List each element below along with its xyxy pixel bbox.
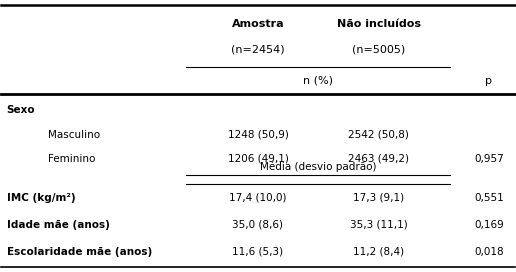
Text: 0,169: 0,169 xyxy=(474,220,504,230)
Text: 11,2 (8,4): 11,2 (8,4) xyxy=(353,247,404,257)
Text: 0,018: 0,018 xyxy=(474,247,504,257)
Text: IMC (kg/m²): IMC (kg/m²) xyxy=(7,193,75,203)
Text: p: p xyxy=(486,76,492,86)
Text: 0,957: 0,957 xyxy=(474,154,504,164)
Text: Feminino: Feminino xyxy=(47,154,95,164)
Text: (n=5005): (n=5005) xyxy=(352,45,405,55)
Text: 35,0 (8,6): 35,0 (8,6) xyxy=(233,220,283,230)
Text: 35,3 (11,1): 35,3 (11,1) xyxy=(350,220,408,230)
Text: Não incluídos: Não incluídos xyxy=(336,19,421,29)
Text: Escolaridade mãe (anos): Escolaridade mãe (anos) xyxy=(7,247,152,257)
Text: Média (desvio padrão): Média (desvio padrão) xyxy=(260,162,377,172)
Text: n (%): n (%) xyxy=(303,76,333,86)
Text: 1248 (50,9): 1248 (50,9) xyxy=(228,130,288,140)
Text: 0,551: 0,551 xyxy=(474,193,504,203)
Text: Amostra: Amostra xyxy=(232,19,284,29)
Text: Masculino: Masculino xyxy=(47,130,100,140)
Text: 17,3 (9,1): 17,3 (9,1) xyxy=(353,193,404,203)
Text: Sexo: Sexo xyxy=(7,106,35,115)
Text: (n=2454): (n=2454) xyxy=(231,45,285,55)
Text: 1206 (49,1): 1206 (49,1) xyxy=(228,154,288,164)
Text: 2542 (50,8): 2542 (50,8) xyxy=(348,130,409,140)
Text: 2463 (49,2): 2463 (49,2) xyxy=(348,154,409,164)
Text: 11,6 (5,3): 11,6 (5,3) xyxy=(232,247,284,257)
Text: Idade mãe (anos): Idade mãe (anos) xyxy=(7,220,109,230)
Text: 17,4 (10,0): 17,4 (10,0) xyxy=(229,193,287,203)
